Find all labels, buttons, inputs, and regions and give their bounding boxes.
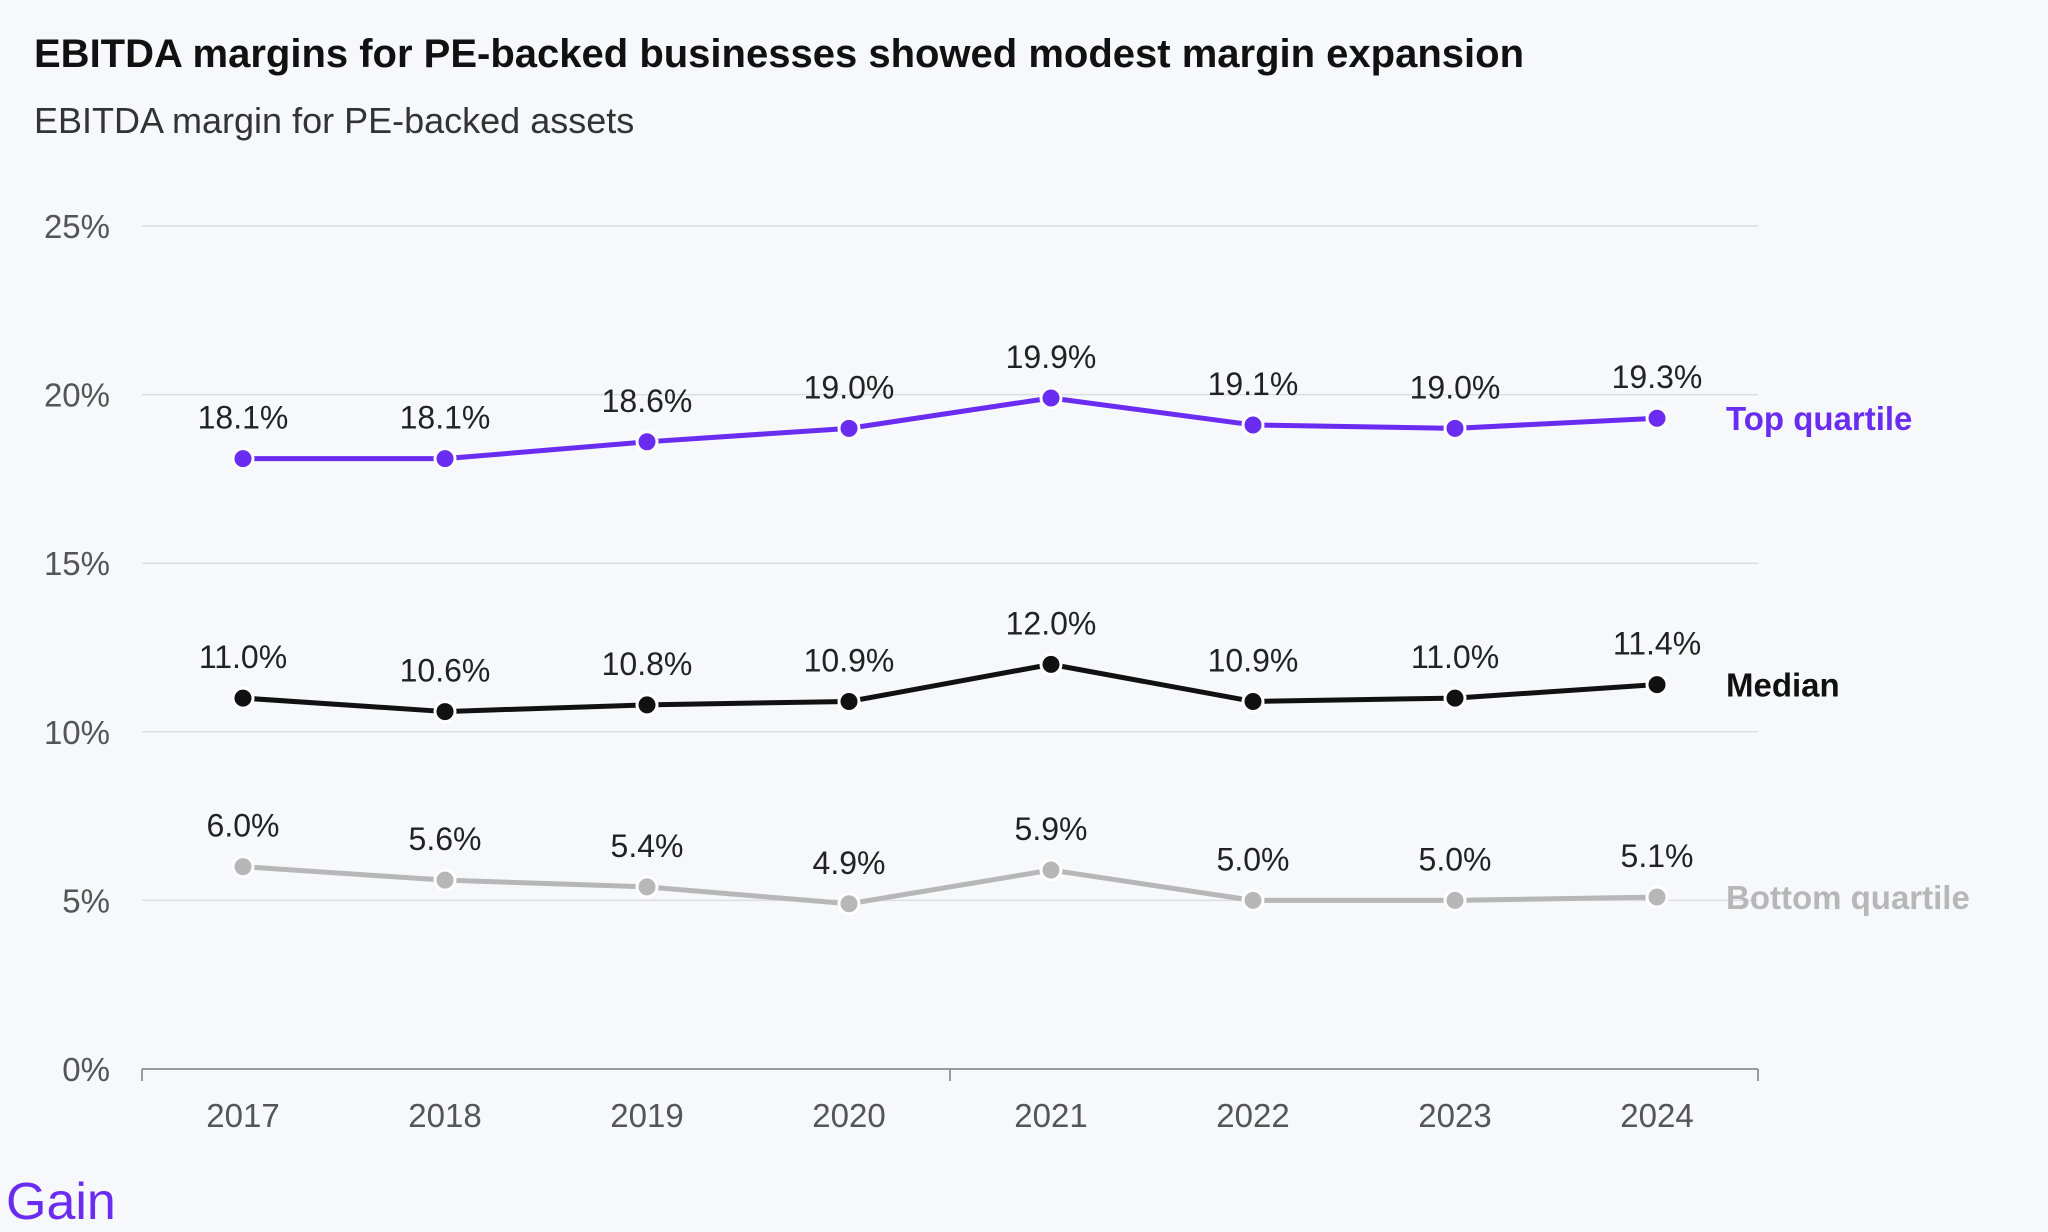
data-point xyxy=(1443,888,1467,912)
data-point xyxy=(1241,689,1265,713)
data-point xyxy=(1645,406,1669,430)
data-label: 19.0% xyxy=(804,369,895,405)
data-label: 11.0% xyxy=(1411,639,1499,675)
data-label: 10.9% xyxy=(1208,642,1299,678)
data-label: 18.1% xyxy=(198,400,289,436)
data-label: 5.1% xyxy=(1621,838,1694,874)
data-point xyxy=(635,875,659,899)
data-point xyxy=(1645,673,1669,697)
data-point xyxy=(231,686,255,710)
data-point xyxy=(837,416,861,440)
data-label: 11.4% xyxy=(1613,626,1701,662)
chart-subtitle: EBITDA margin for PE-backed assets xyxy=(34,100,635,141)
x-tick-label: 2022 xyxy=(1216,1097,1289,1134)
x-tick-label: 2023 xyxy=(1418,1097,1491,1134)
data-label: 5.0% xyxy=(1217,841,1290,877)
data-point xyxy=(1039,652,1063,676)
data-label: 19.1% xyxy=(1208,366,1299,402)
series-label: Bottom quartile xyxy=(1726,879,1970,916)
series-line xyxy=(240,661,1660,715)
data-label: 18.1% xyxy=(400,400,491,436)
data-point xyxy=(1645,885,1669,909)
x-tick-label: 2018 xyxy=(408,1097,481,1134)
data-label: 19.9% xyxy=(1006,339,1097,375)
series-line xyxy=(240,864,1660,907)
x-tick-label: 2017 xyxy=(206,1097,279,1134)
data-label: 11.0% xyxy=(199,639,287,675)
data-point xyxy=(433,447,457,471)
x-tick-label: 2020 xyxy=(812,1097,885,1134)
data-point xyxy=(1241,413,1265,437)
gain-logo: Gain xyxy=(6,1173,116,1231)
series-label: Median xyxy=(1726,667,1840,704)
data-label: 5.6% xyxy=(409,821,482,857)
data-point xyxy=(837,892,861,916)
data-label: 19.3% xyxy=(1612,359,1703,395)
data-label: 18.6% xyxy=(602,383,693,419)
data-point xyxy=(1039,858,1063,882)
data-point xyxy=(1443,686,1467,710)
x-tick-label: 2019 xyxy=(610,1097,683,1134)
data-label: 19.0% xyxy=(1410,369,1501,405)
data-label: 5.9% xyxy=(1015,811,1088,847)
data-label: 4.9% xyxy=(813,845,886,881)
data-label: 5.4% xyxy=(611,828,684,864)
x-tick-label: 2021 xyxy=(1014,1097,1087,1134)
data-point xyxy=(1241,888,1265,912)
data-point xyxy=(231,447,255,471)
data-point xyxy=(231,855,255,879)
series-label: Top quartile xyxy=(1726,400,1912,437)
data-label: 10.8% xyxy=(602,646,693,682)
series-line xyxy=(240,395,1660,462)
data-label: 6.0% xyxy=(207,808,280,844)
x-tick-label: 2024 xyxy=(1620,1097,1693,1134)
data-label: 10.6% xyxy=(400,653,491,689)
data-label: 5.0% xyxy=(1419,841,1492,877)
data-label: 10.9% xyxy=(804,642,895,678)
data-point xyxy=(1443,416,1467,440)
data-point xyxy=(635,693,659,717)
data-point xyxy=(1039,386,1063,410)
chart-title: EBITDA margins for PE-backed businesses … xyxy=(34,32,1524,76)
data-point xyxy=(837,689,861,713)
y-tick-label: 25% xyxy=(44,208,110,245)
y-tick-label: 15% xyxy=(44,545,110,582)
y-tick-label: 10% xyxy=(44,714,110,751)
data-point xyxy=(635,430,659,454)
data-label: 12.0% xyxy=(1006,605,1097,641)
y-tick-label: 20% xyxy=(44,377,110,414)
data-point xyxy=(433,700,457,724)
y-tick-label: 0% xyxy=(62,1051,110,1088)
data-point xyxy=(433,868,457,892)
y-tick-label: 5% xyxy=(62,882,110,919)
